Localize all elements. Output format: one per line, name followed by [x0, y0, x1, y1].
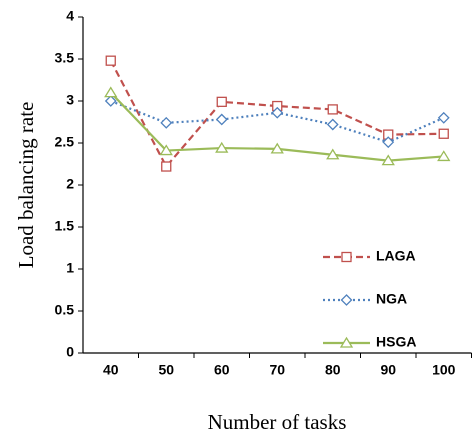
- data-point: [216, 96, 227, 107]
- data-point: [160, 116, 173, 129]
- x-tick-label: 60: [214, 362, 230, 378]
- data-point: [326, 148, 340, 160]
- data-point: [270, 142, 284, 154]
- y-tick-label: 2.5: [55, 134, 75, 150]
- x-tick-label: 90: [380, 362, 396, 378]
- data-point: [381, 154, 395, 166]
- data-point: [437, 111, 450, 124]
- y-tick-label: 2: [66, 176, 74, 192]
- legend-marker: [340, 294, 353, 306]
- y-axis-title: Load balancing rate: [14, 102, 38, 269]
- y-tick-label: 1.5: [55, 218, 75, 234]
- x-tick-label: 70: [269, 362, 285, 378]
- data-point: [382, 136, 395, 149]
- x-tick-label: 50: [158, 362, 174, 378]
- x-tick-label: 100: [432, 362, 456, 378]
- data-point: [437, 150, 451, 162]
- x-tick-label: 80: [325, 362, 341, 378]
- legend-label: NGA: [376, 291, 407, 307]
- data-point: [104, 95, 117, 107]
- data-point: [104, 86, 118, 98]
- data-point: [326, 118, 339, 131]
- y-tick-label: 0: [66, 344, 74, 360]
- legend-marker: [341, 251, 352, 263]
- data-point: [327, 104, 338, 115]
- legend-marker: [339, 336, 354, 348]
- data-point: [215, 113, 228, 126]
- legend-label: LAGA: [376, 248, 416, 264]
- data-point: [215, 141, 229, 153]
- data-point: [159, 144, 173, 156]
- data-point: [105, 55, 116, 66]
- y-tick-label: 0.5: [55, 302, 75, 318]
- data-point: [161, 161, 172, 172]
- data-point: [438, 128, 449, 139]
- y-tick-label: 4: [66, 8, 74, 24]
- x-axis-title: Number of tasks: [208, 410, 347, 434]
- x-tick-label: 40: [103, 362, 119, 378]
- legend-label: HSGA: [376, 334, 416, 350]
- y-tick-label: 3.5: [55, 50, 75, 66]
- y-tick-label: 3: [66, 92, 74, 108]
- y-tick-label: 1: [66, 260, 74, 276]
- data-point: [271, 106, 284, 119]
